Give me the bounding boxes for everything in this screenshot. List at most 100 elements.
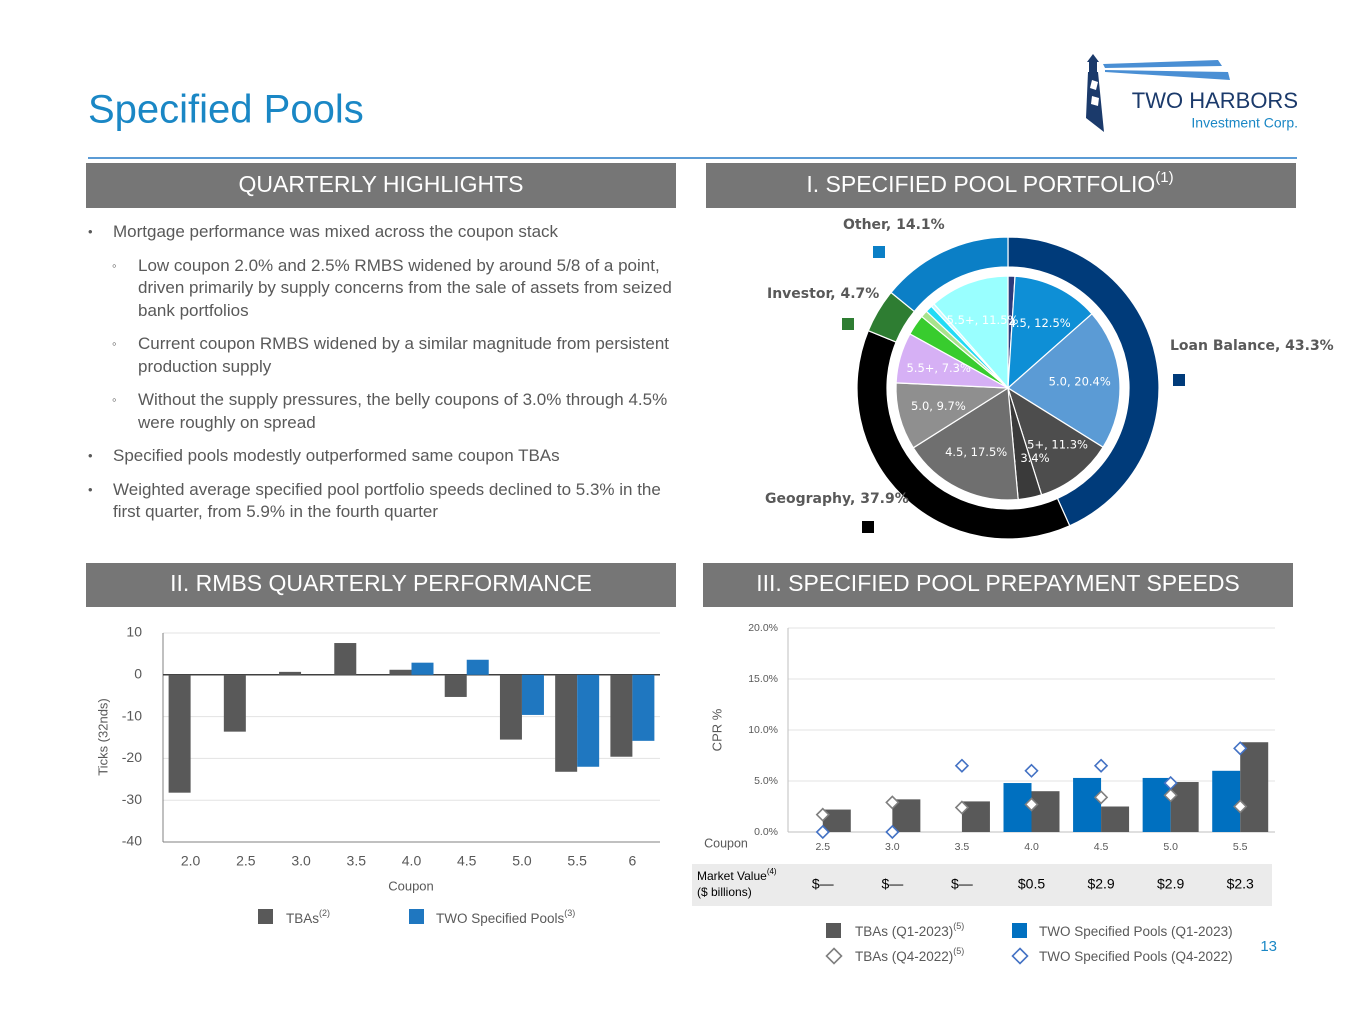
x-tick-label: 5.0	[512, 853, 532, 869]
slice-label: 5.0, 9.7%	[911, 399, 966, 413]
marker	[1024, 763, 1039, 778]
x-tick-label: 5.5	[1233, 841, 1248, 853]
legend-marker	[1011, 947, 1029, 965]
x-tick-label: 2.5	[236, 853, 256, 869]
legend-swatch	[1012, 923, 1027, 938]
marker	[885, 824, 900, 840]
x-tick-label: 6	[628, 853, 636, 869]
marker	[1093, 758, 1109, 773]
y-tick-label: -10	[122, 707, 142, 723]
legend-text: TBAs (Q4-2022)	[855, 949, 953, 964]
legend-swatch	[873, 246, 885, 258]
section-head	[86, 163, 676, 208]
logo: TWO HARBORS Investment Corp.	[1086, 54, 1298, 132]
x-axis-label: Coupon	[388, 878, 434, 893]
bar	[279, 671, 302, 675]
legend-swatch	[826, 923, 841, 938]
legend-label: TBAs (Q4-2022)(5)	[855, 946, 964, 963]
x-tick-label: 4.0	[1024, 841, 1039, 853]
segment-label: Loan Balance, 43.3%	[1170, 338, 1334, 354]
bar	[822, 809, 851, 832]
bar	[1031, 791, 1060, 832]
market-value-cell: $2.9	[1157, 876, 1184, 892]
ring-segment	[890, 236, 1009, 313]
market-value-cell: $0.5	[1018, 876, 1045, 892]
section-title-text: I. SPECIFIED POOL PORTFOLIO	[806, 171, 1155, 197]
footnote-ref: (2)	[319, 908, 330, 918]
y-axis-label: CPR %	[709, 708, 724, 751]
footnote-ref: (5)	[953, 946, 964, 956]
y-tick-label: 20.0%	[748, 622, 778, 634]
highlights-list: Mortgage performance was mixed across th…	[88, 221, 678, 535]
y-tick-label: 5.0%	[754, 775, 778, 787]
marker	[1024, 797, 1039, 812]
section-title: QUARTERLY HIGHLIGHTS	[238, 171, 523, 197]
pie-slice	[933, 275, 1009, 390]
marker	[954, 758, 970, 773]
bullet: Weighted average specified pool portfoli…	[88, 479, 678, 524]
bar	[1142, 777, 1171, 832]
legend-swatch	[258, 909, 273, 924]
section-head	[86, 563, 676, 607]
slice-label: 4.5, 17.5%	[945, 445, 1007, 459]
bar	[389, 669, 412, 675]
pie-slice	[1006, 386, 1104, 496]
bar	[223, 674, 246, 732]
bar	[1073, 777, 1102, 832]
market-value-row	[692, 864, 1272, 906]
bar	[1240, 742, 1269, 832]
market-value-text: Market Value	[697, 869, 767, 883]
bar	[168, 674, 191, 793]
x-tick-label: 3.0	[291, 853, 311, 869]
legend-label: TWO Specified Pools(3)	[436, 908, 575, 925]
slice-label: 5.5+, 7.3%	[906, 361, 971, 375]
marker	[954, 800, 970, 815]
marker	[1163, 775, 1178, 791]
slice-label: 5.5+, 11.5%	[947, 313, 1019, 327]
ring-segment	[1007, 236, 1160, 527]
market-value-unit: ($ billions)	[697, 885, 752, 899]
bar	[466, 659, 489, 675]
x-tick-label: 4.5	[457, 853, 477, 869]
x-tick-label: 2.5	[815, 841, 830, 853]
legend-label: TBAs(2)	[286, 908, 330, 925]
y-tick-label: 10	[126, 624, 142, 640]
bullet: Mortgage performance was mixed across th…	[88, 221, 678, 244]
bar	[610, 674, 633, 757]
x-tick-label: 3.0	[885, 841, 900, 853]
legend-swatch	[842, 318, 854, 330]
x-tick-label: 3.5	[955, 841, 970, 853]
section-title: III. SPECIFIED POOL PREPAYMENT SPEEDS	[756, 570, 1240, 596]
y-tick-label: 10.0%	[748, 724, 778, 736]
pie-slice	[1007, 275, 1093, 390]
sub-bullet: Current coupon RMBS widened by a similar…	[88, 333, 678, 378]
x-axis-label: Coupon	[704, 836, 748, 850]
bar	[555, 674, 578, 772]
marker	[885, 795, 900, 810]
pie-slice	[1006, 313, 1121, 449]
legend-marker	[825, 947, 843, 965]
bar	[1212, 770, 1241, 832]
bar	[1003, 783, 1032, 832]
y-tick-label: 15.0%	[748, 673, 778, 685]
bar	[499, 674, 522, 740]
slice-label: 5.5+, 11.3%	[1016, 437, 1088, 451]
bar	[1101, 806, 1130, 832]
legend-label: TWO Specified Pools (Q4-2022)	[1039, 949, 1233, 964]
x-tick-label: 3.5	[347, 853, 367, 869]
segment-label: Investor, 4.7%	[767, 286, 879, 302]
legend-swatch	[1173, 374, 1185, 386]
legend-label: TBAs (Q1-2023)(5)	[855, 921, 964, 938]
bullet: Specified pools modestly outperformed sa…	[88, 445, 678, 468]
sub-bullet: Without the supply pressures, the belly …	[88, 389, 678, 434]
footnote-ref: (4)	[767, 867, 777, 876]
legend-text: TWO Specified Pools (Q4-2022)	[1039, 949, 1233, 964]
bar	[577, 674, 600, 767]
section-head	[706, 163, 1296, 208]
bar	[521, 674, 544, 715]
slice-label: 4.5, 12.5%	[1009, 316, 1071, 330]
market-value-cell: $—	[812, 876, 834, 892]
sub-bullet: Low coupon 2.0% and 2.5% RMBS widened by…	[88, 255, 678, 323]
bar	[632, 674, 655, 741]
